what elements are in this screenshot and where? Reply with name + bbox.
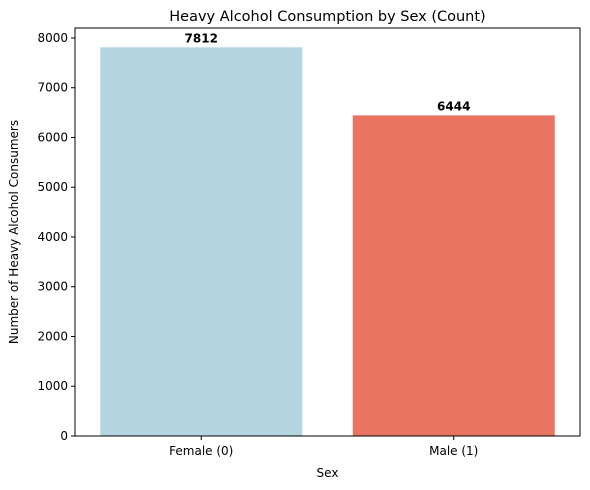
y-tick-label-6: 6000 — [37, 130, 68, 144]
y-tick-label-2: 2000 — [37, 329, 68, 343]
chart-title: Heavy Alcohol Consumption by Sex (Count) — [169, 9, 485, 25]
y-tick-label-5: 5000 — [37, 180, 68, 194]
data-label-1: 6444 — [437, 99, 470, 113]
y-tick-label-0: 0 — [60, 429, 68, 443]
y-tick-label-7: 7000 — [37, 81, 68, 95]
x-axis-label: Sex — [317, 466, 339, 480]
bar-0 — [100, 47, 303, 437]
x-tick-label-0: Female (0) — [169, 444, 233, 458]
y-axis-label: Number of Heavy Alcohol Consumers — [7, 120, 21, 344]
y-axis: 0 1000 2000 3000 4000 5000 6000 7000 8000 — [37, 31, 75, 443]
data-labels-layer: 7812 6444 — [185, 31, 471, 113]
y-tick-label-8: 8000 — [37, 31, 68, 45]
data-label-0: 7812 — [185, 31, 218, 45]
x-axis: Female (0) Male (1) — [169, 436, 478, 458]
x-tick-label-1: Male (1) — [429, 444, 478, 458]
y-tick-label-4: 4000 — [37, 230, 68, 244]
y-tick-label-3: 3000 — [37, 280, 68, 294]
bars-layer — [100, 47, 555, 437]
y-tick-label-1: 1000 — [37, 379, 68, 393]
bar-1 — [352, 115, 555, 436]
axes-frame — [74, 27, 581, 437]
